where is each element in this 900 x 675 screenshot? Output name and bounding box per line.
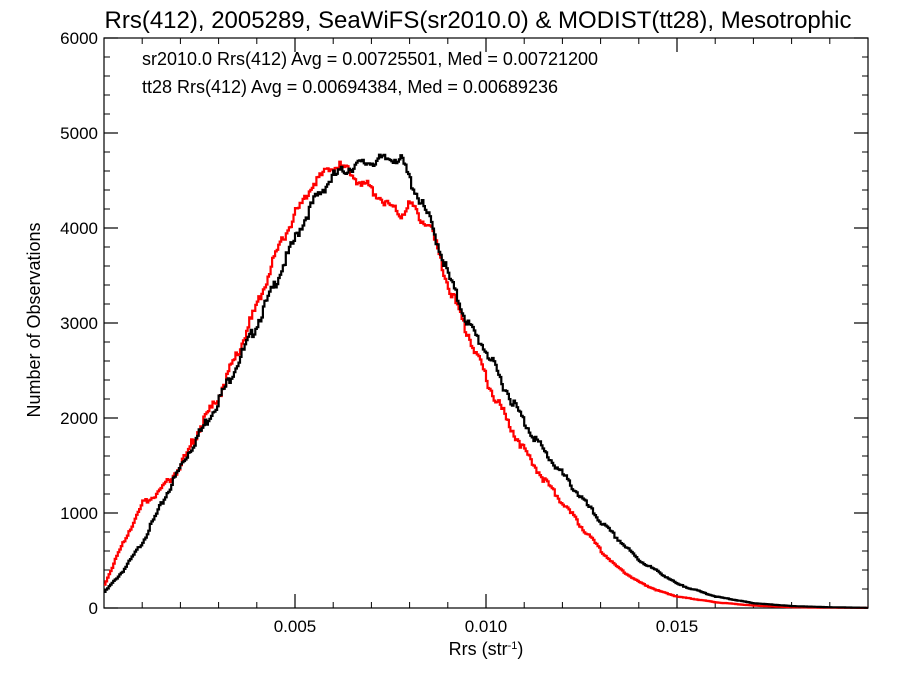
x-axis-label: Rrs (str-1)	[449, 639, 524, 659]
y-tick-label: 1000	[60, 504, 98, 523]
series-sr2010-line	[104, 153, 868, 609]
y-tick-label: 5000	[60, 124, 98, 143]
x-axis-label-end: )	[517, 639, 523, 659]
y-tick-label: 3000	[60, 314, 98, 333]
chart-title: Rrs(412), 2005289, SeaWiFS(sr2010.0) & M…	[105, 7, 852, 34]
y-axis: 0 1000 2000 3000 4000 5000 6000	[60, 29, 868, 618]
y-axis-label: Number of Observations	[24, 222, 44, 417]
x-tick-label: 0.015	[656, 617, 699, 636]
x-axis: 0.005 0.010 0.015	[141, 38, 831, 636]
x-tick-label: 0.010	[465, 617, 508, 636]
legend-entry-tt28: tt28 Rrs(412) Avg = 0.00694384, Med = 0.…	[142, 77, 558, 97]
x-axis-label-main: Rrs (str	[449, 639, 508, 659]
legend-entry-sr2010: sr2010.0 Rrs(412) Avg = 0.00725501, Med …	[142, 49, 598, 69]
y-tick-label: 0	[89, 599, 98, 618]
series-layer	[104, 153, 868, 609]
x-tick-label: 0.005	[274, 617, 317, 636]
y-tick-label: 4000	[60, 219, 98, 238]
plot-frame	[103, 37, 869, 609]
y-tick-label: 6000	[60, 29, 98, 48]
x-axis-label-sup: -1	[508, 640, 518, 652]
plot-border	[103, 37, 869, 609]
y-tick-label: 2000	[60, 409, 98, 428]
series-tt28-line	[104, 160, 868, 609]
